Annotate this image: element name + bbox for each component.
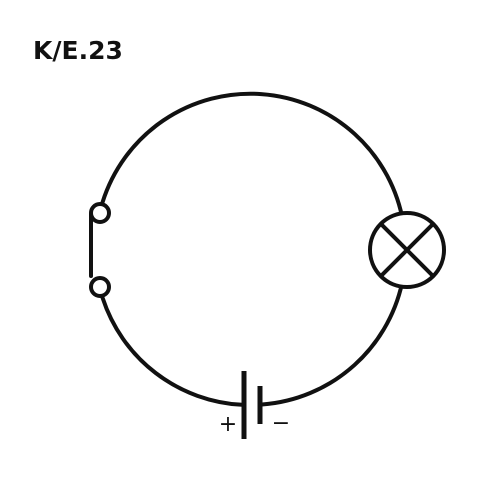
diagram-title: K/E.23 xyxy=(33,36,123,65)
switch-terminal-bottom xyxy=(89,276,111,298)
battery-positive-label: + xyxy=(219,412,237,437)
wire-top-arc xyxy=(100,91,406,226)
battery-negative-label: − xyxy=(272,411,290,436)
switch-terminal-top xyxy=(89,202,111,224)
circuit-wire xyxy=(100,91,406,407)
lamp-icon xyxy=(368,211,446,289)
lamp-cross-b xyxy=(379,222,435,278)
wire-right-arc xyxy=(260,274,406,407)
open-switch-icon xyxy=(89,202,111,298)
wire-left-arc xyxy=(100,295,244,407)
battery-icon xyxy=(241,371,263,439)
